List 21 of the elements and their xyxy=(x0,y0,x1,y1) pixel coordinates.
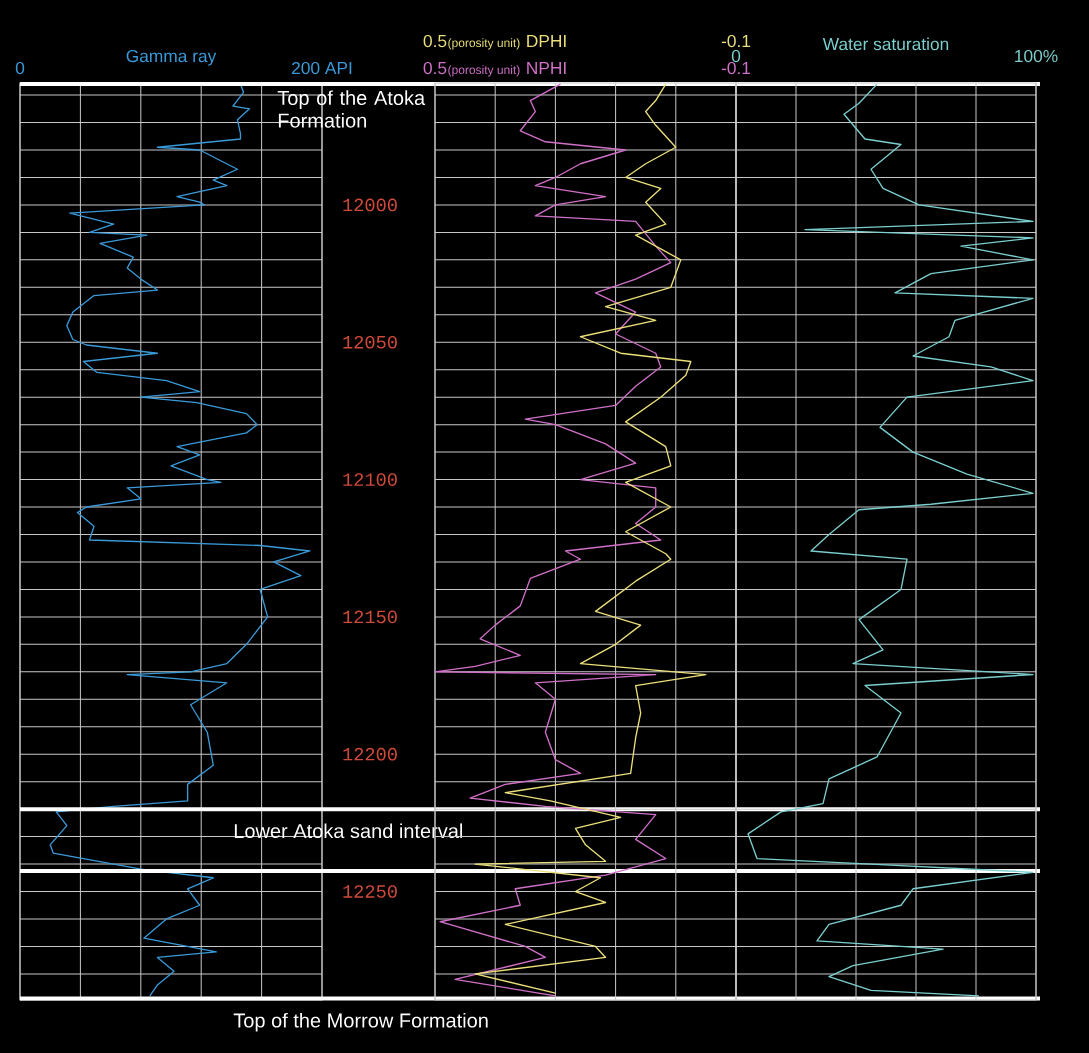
y-tick-label: 12150 xyxy=(343,610,397,624)
y-tick-label: 12000 xyxy=(343,198,397,212)
x-axis-title: Gamma ray xyxy=(126,49,217,66)
x-tick-label: 0 xyxy=(15,61,25,75)
x-axis-title: Water saturation xyxy=(822,37,949,51)
x-tick-label: 200 API xyxy=(292,61,352,75)
x-tick-label: 0.5 xyxy=(423,61,447,75)
x-tick-label: 0 xyxy=(731,49,741,63)
x2-tick-label: 0.5 xyxy=(423,34,447,48)
series-label: NPHI xyxy=(527,62,566,74)
x2-axis-title: (porosity unit) xyxy=(448,38,520,50)
x-tick-label: 100% xyxy=(1015,49,1058,63)
ref-line-label: Top of the Morrow Formation xyxy=(233,1012,488,1032)
y-tick-label: 12100 xyxy=(343,473,397,486)
y-tick-label: 12200 xyxy=(343,747,397,761)
x2-tick-label: -0.1 xyxy=(721,34,751,48)
text: DPHI xyxy=(527,35,566,47)
x-tick-label: -0.1 xyxy=(721,61,751,75)
y-tick-label: 12050 xyxy=(343,335,397,349)
x-axis-title: (porosity unit) xyxy=(448,65,520,77)
y-tick-label: 12250 xyxy=(343,885,397,898)
